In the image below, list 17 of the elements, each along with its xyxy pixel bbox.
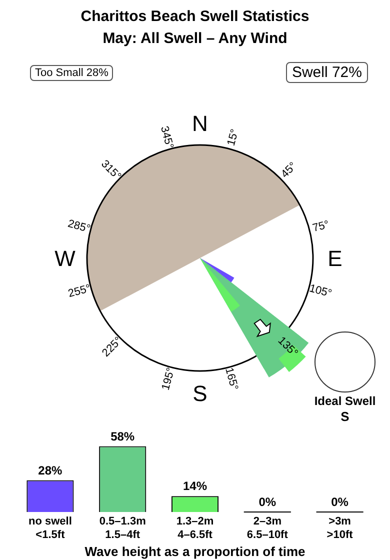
x-tick-label: 2–3m 6.5–10ft (246, 516, 288, 541)
x-tick-label: >3m >10ft (326, 516, 354, 541)
x-tick-label: 0.5–1.3m 1.5–4ft (99, 516, 146, 541)
text: S (340, 409, 350, 424)
data-label: 14% (182, 479, 208, 494)
text: Swell 72% (286, 62, 368, 83)
data-label: 28% (38, 463, 63, 478)
x-tick-label: no swell <1.5ft (28, 516, 72, 541)
data-label: 0% (258, 495, 276, 509)
x-axis-title: Wave height as a proportion of time (84, 544, 306, 559)
text: May: All Swell – Any Wind (102, 30, 288, 47)
data-label: 0% (331, 495, 349, 509)
x-tick-label: 1.3–2m 4–6.5ft (176, 516, 214, 541)
text: Too Small 28% (30, 65, 114, 81)
text: Charittos Beach Swell Statistics (80, 8, 310, 25)
text: Ideal Swell (313, 394, 377, 408)
data-label: 58% (110, 429, 135, 444)
